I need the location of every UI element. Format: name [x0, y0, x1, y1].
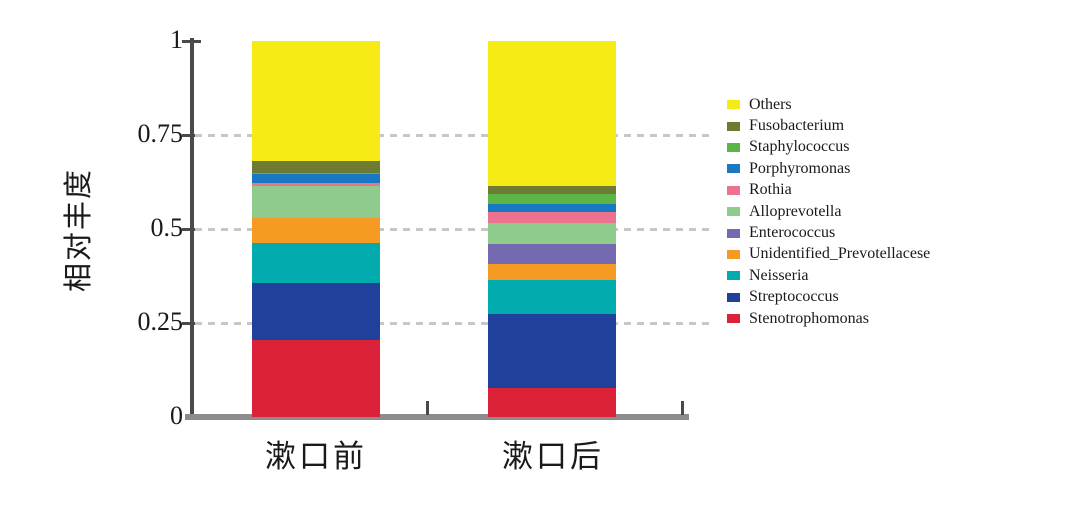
- legend-label-streptococcus: Streptococcus: [749, 288, 839, 306]
- legend-swatch-unidentified_prevotellacese: [727, 249, 740, 259]
- legend-item-unidentified_prevotellacese: Unidentified_Prevotellacese: [727, 244, 930, 265]
- legend-label-alloprevotella: Alloprevotella: [749, 202, 842, 220]
- legend-swatch-staphylococcus: [727, 142, 740, 152]
- legend-label-neisseria: Neisseria: [749, 266, 809, 284]
- bar-segment-unidentified_prevotellacese: [488, 264, 616, 281]
- x-axis-baseline: [185, 414, 689, 420]
- y-tick-0.75: [182, 134, 201, 137]
- legend-swatch-alloprevotella: [727, 207, 740, 217]
- bar-segment-others: [252, 41, 380, 161]
- bar-segment-stenotrophomonas: [252, 339, 380, 417]
- bar-segment-porphyromonas: [252, 174, 380, 183]
- legend-swatch-enterococcus: [727, 228, 740, 238]
- bar-segment-stenotrophomonas: [488, 388, 616, 417]
- bar-segment-fusobacterium: [252, 160, 380, 174]
- y-tick-label-0.75: 0.75: [137, 119, 184, 148]
- bar-segment-streptococcus: [252, 282, 380, 340]
- legend-swatch-streptococcus: [727, 292, 740, 302]
- legend-item-others: Others: [727, 94, 930, 115]
- bar-segment-alloprevotella: [252, 186, 380, 218]
- legend-label-others: Others: [749, 95, 792, 113]
- legend-swatch-neisseria: [727, 271, 740, 281]
- legend-item-porphyromonas: Porphyromonas: [727, 158, 930, 179]
- legend-label-enterococcus: Enterococcus: [749, 224, 836, 242]
- y-tick-label-0: 0: [170, 401, 183, 430]
- bar-before-rinse: [252, 41, 380, 417]
- gridline-0.25: [195, 322, 712, 325]
- bar-segment-rothia: [252, 182, 380, 187]
- bar-segment-fusobacterium: [488, 185, 616, 194]
- bar-segment-staphylococcus: [488, 193, 616, 205]
- legend-swatch-rothia: [727, 185, 740, 195]
- bar-segment-enterococcus: [252, 217, 380, 219]
- bar-after-rinse: [488, 41, 616, 417]
- legend-label-rothia: Rothia: [749, 181, 792, 199]
- bar-segment-rothia: [488, 212, 616, 224]
- legend-label-staphylococcus: Staphylococcus: [749, 138, 850, 156]
- bar-segment-neisseria: [252, 242, 380, 283]
- gridline-0.5: [195, 228, 712, 231]
- legend-item-enterococcus: Enterococcus: [727, 222, 930, 243]
- legend-label-fusobacterium: Fusobacterium: [749, 117, 845, 135]
- legend-swatch-others: [727, 100, 740, 110]
- bar-segment-neisseria: [488, 280, 616, 314]
- y-tick-label-0.25: 0.25: [137, 307, 184, 336]
- legend-item-neisseria: Neisseria: [727, 265, 930, 286]
- y-tick-label-0.5: 0.5: [150, 213, 184, 242]
- bar-segment-porphyromonas: [488, 204, 616, 213]
- legend-item-alloprevotella: Alloprevotella: [727, 201, 930, 222]
- x-category-label-after: 漱口后: [502, 439, 604, 474]
- legend-item-fusobacterium: Fusobacterium: [727, 115, 930, 136]
- bar-segment-streptococcus: [488, 313, 616, 389]
- bar-segment-enterococcus: [488, 244, 616, 265]
- x-axis-mid-tick: [426, 401, 429, 415]
- y-axis-title: 相对丰度: [63, 168, 95, 293]
- x-category-label-before: 漱口前: [265, 439, 367, 474]
- x-axis-end-tick: [681, 401, 684, 415]
- y-tick-1: [182, 40, 201, 43]
- gridline-0.75: [195, 134, 712, 137]
- legend-label-porphyromonas: Porphyromonas: [749, 159, 851, 177]
- legend-swatch-fusobacterium: [727, 121, 740, 131]
- bar-segment-alloprevotella: [488, 223, 616, 245]
- legend-swatch-stenotrophomonas: [727, 314, 740, 324]
- bar-segment-unidentified_prevotellacese: [252, 218, 380, 243]
- legend-label-stenotrophomonas: Stenotrophomonas: [749, 309, 869, 327]
- legend-item-rothia: Rothia: [727, 180, 930, 201]
- bar-segment-others: [488, 41, 616, 186]
- y-tick-0.25: [182, 322, 201, 325]
- legend-swatch-porphyromonas: [727, 164, 740, 174]
- legend-label-unidentified_prevotellacese: Unidentified_Prevotellacese: [749, 245, 931, 263]
- legend: Others Fusobacterium Staphylococcus Porphyr…: [727, 94, 930, 329]
- legend-item-stenotrophomonas: Stenotrophomonas: [727, 308, 930, 329]
- y-tick-label-1: 1: [170, 25, 183, 54]
- bar-segment-staphylococcus: [252, 173, 380, 175]
- legend-item-streptococcus: Streptococcus: [727, 287, 930, 308]
- legend-item-staphylococcus: Staphylococcus: [727, 137, 930, 158]
- y-tick-0.5: [182, 228, 201, 231]
